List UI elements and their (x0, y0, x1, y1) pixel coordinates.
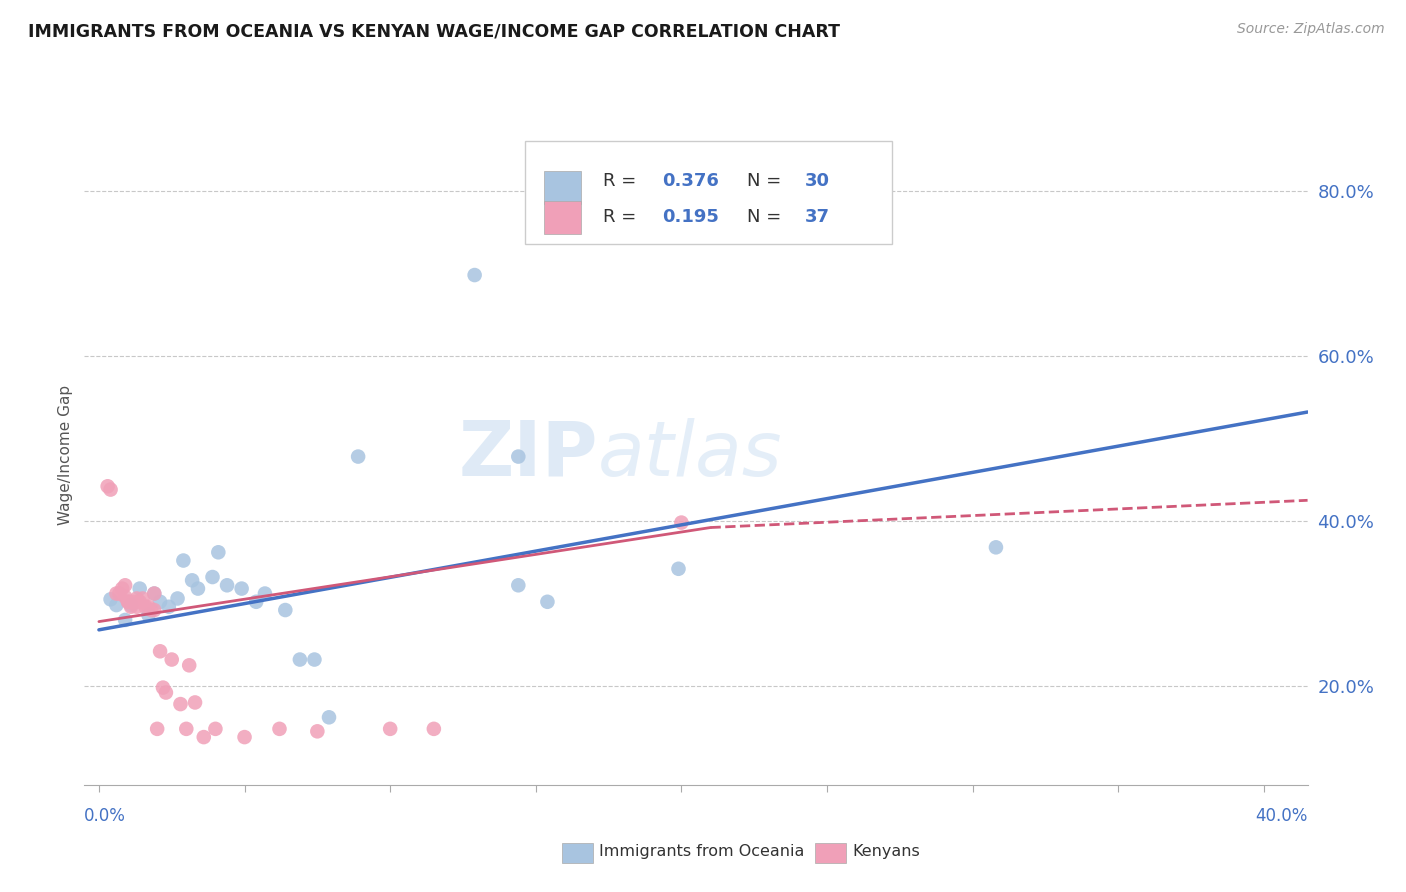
Point (138, 599, 160, 614)
Point (120, 599, 142, 614)
Point (117, 595, 139, 609)
Point (100, 483, 122, 497)
Text: IMMIGRANTS FROM OCEANIA VS KENYAN WAGE/INCOME GAP CORRELATION CHART: IMMIGRANTS FROM OCEANIA VS KENYAN WAGE/I… (28, 22, 841, 40)
Point (111, 582, 134, 596)
Point (307, 724, 329, 739)
Point (233, 730, 256, 744)
FancyBboxPatch shape (524, 142, 891, 244)
Point (174, 722, 197, 736)
Point (114, 613, 136, 627)
Text: 0.0%: 0.0% (84, 807, 127, 825)
Point (100, 592, 122, 607)
Point (217, 578, 239, 592)
Point (536, 595, 558, 609)
Point (253, 586, 276, 600)
Point (269, 722, 291, 736)
Point (143, 586, 166, 600)
Text: 30: 30 (804, 172, 830, 190)
Point (141, 603, 163, 617)
Point (143, 603, 166, 617)
Point (318, 710, 340, 724)
Y-axis label: Wage/Income Gap: Wage/Income Gap (58, 384, 73, 525)
Text: Kenyans: Kenyans (852, 845, 920, 859)
Text: 0.195: 0.195 (662, 209, 718, 227)
Point (105, 586, 128, 600)
Point (138, 607, 160, 622)
Point (274, 603, 297, 617)
Point (231, 582, 253, 596)
Text: N =: N = (748, 172, 787, 190)
Point (128, 595, 150, 609)
Point (125, 599, 148, 614)
Point (135, 599, 157, 614)
Point (508, 578, 530, 592)
Point (187, 582, 209, 596)
Point (131, 591, 153, 606)
FancyBboxPatch shape (544, 201, 581, 234)
Text: 0.376: 0.376 (662, 172, 718, 190)
Point (149, 595, 172, 609)
Point (146, 722, 169, 736)
Point (143, 586, 166, 600)
Point (128, 582, 150, 596)
Text: atlas: atlas (598, 418, 783, 491)
Text: R =: R = (603, 172, 643, 190)
Text: 40.0%: 40.0% (1256, 807, 1308, 825)
Point (204, 722, 226, 736)
Point (149, 644, 172, 658)
Point (97, 479, 120, 493)
Point (181, 574, 204, 588)
Point (245, 595, 267, 609)
Point (166, 591, 188, 606)
Point (157, 599, 180, 614)
Text: R =: R = (603, 209, 643, 227)
Text: Immigrants from Oceania: Immigrants from Oceania (599, 845, 804, 859)
Point (114, 590, 136, 604)
Point (184, 696, 207, 710)
Point (120, 598, 142, 612)
Text: ZIP: ZIP (458, 418, 598, 491)
FancyBboxPatch shape (544, 171, 581, 204)
Point (155, 685, 177, 699)
Point (105, 598, 128, 612)
Point (108, 586, 131, 600)
Point (380, 722, 402, 736)
Point (114, 578, 136, 592)
Text: N =: N = (748, 209, 787, 227)
Point (423, 722, 446, 736)
Point (169, 697, 191, 711)
Point (671, 516, 693, 530)
Text: Source: ZipAtlas.com: Source: ZipAtlas.com (1237, 22, 1385, 37)
Point (464, 268, 486, 282)
Point (984, 541, 1007, 555)
Point (668, 562, 690, 576)
Text: 37: 37 (804, 209, 830, 227)
Point (207, 545, 229, 559)
Point (152, 681, 174, 695)
Point (117, 595, 139, 609)
Point (160, 652, 183, 666)
Point (125, 591, 148, 606)
Point (347, 450, 370, 464)
Point (508, 450, 530, 464)
Point (193, 730, 215, 744)
Point (172, 553, 194, 567)
Point (201, 570, 224, 584)
Point (304, 652, 326, 666)
Point (288, 652, 311, 666)
Point (179, 658, 201, 673)
Point (122, 595, 145, 609)
